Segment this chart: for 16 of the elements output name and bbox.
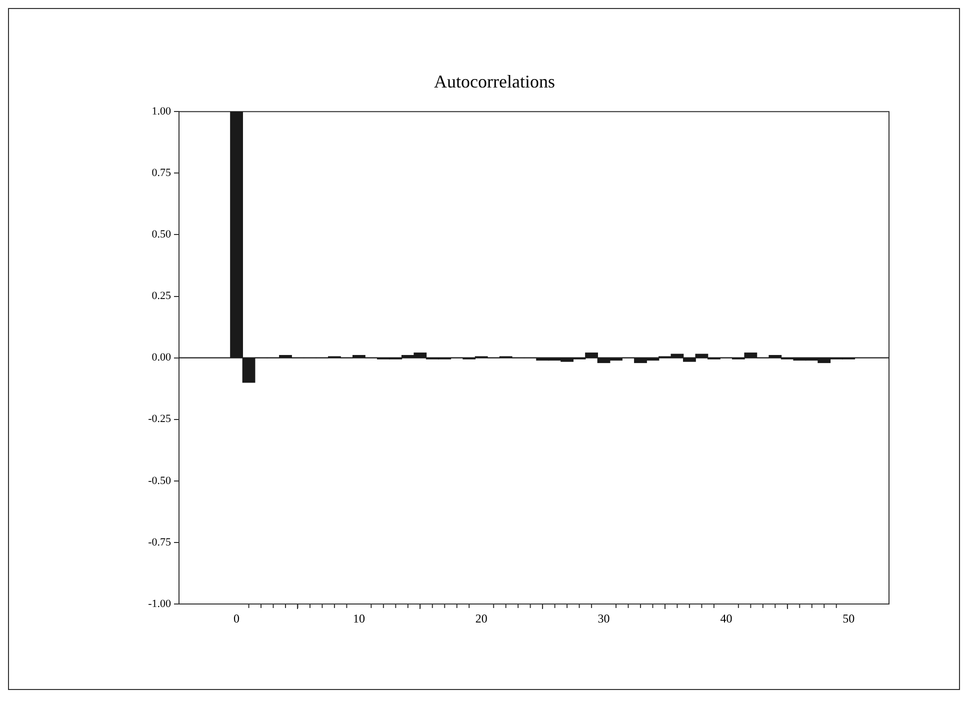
- y-tick-label: 0.00: [152, 352, 172, 364]
- y-tick-label: 0.75: [152, 167, 172, 180]
- y-tick-label: 0.25: [152, 290, 172, 302]
- y-tick-label: -1.00: [148, 598, 172, 610]
- y-tick-label: -0.50: [148, 474, 172, 487]
- y-tick-label: 1.00: [152, 105, 172, 118]
- y-tick-label: -0.75: [148, 536, 172, 548]
- x-tick-label: 0: [234, 611, 240, 626]
- chart-title: Autocorrelations: [434, 72, 555, 92]
- y-tick-label: 0.50: [152, 228, 172, 241]
- x-tick-label: 30: [598, 611, 610, 626]
- x-tick-label: 20: [475, 611, 488, 626]
- x-tick-label: 40: [720, 611, 732, 626]
- x-tick-label: 10: [352, 611, 365, 626]
- x-tick-label: 50: [842, 611, 855, 626]
- y-tick-label: -0.25: [148, 413, 172, 426]
